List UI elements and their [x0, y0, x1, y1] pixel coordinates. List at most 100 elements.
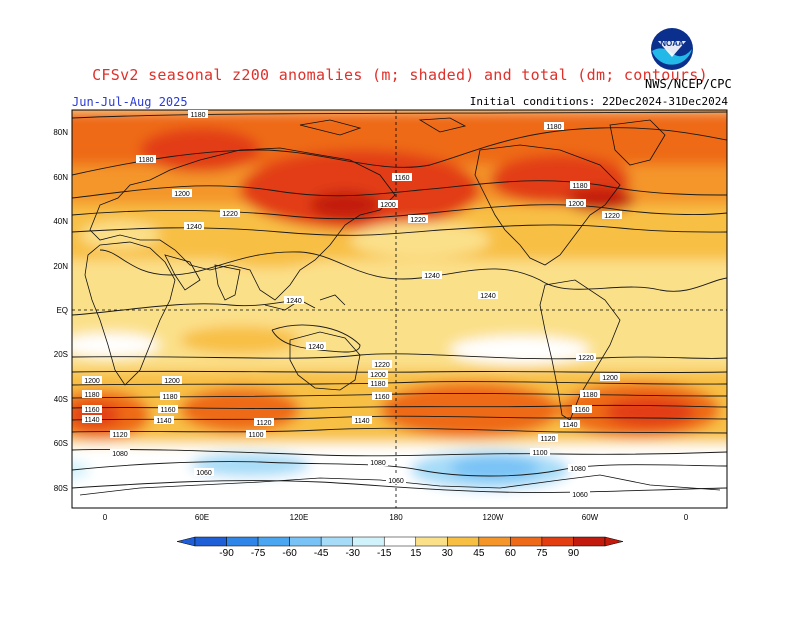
map-title: CFSv2 seasonal z200 anomalies (m; shaded…	[92, 66, 708, 84]
contour-label: 1200	[380, 202, 396, 209]
longitude-label: 0	[684, 513, 689, 522]
contour-label: 1240	[480, 293, 496, 300]
contour-label: 1160	[374, 394, 389, 401]
contour-label: 1200	[84, 378, 100, 385]
contour-label: 1200	[370, 372, 386, 379]
contour-label: 1180	[138, 157, 153, 164]
colorbar-segment	[257, 536, 290, 547]
colorbar-segment	[352, 536, 385, 547]
contour-label: 1200	[568, 201, 584, 208]
contour-label: 1160	[160, 407, 175, 414]
contour-label: 1220	[604, 213, 620, 220]
longitude-label: 0	[103, 513, 108, 522]
latitude-label: 60N	[53, 173, 68, 182]
contour-label: 1220	[374, 362, 390, 369]
longitude-label: 60W	[582, 513, 599, 522]
colorbar-arrow-right	[604, 536, 624, 547]
contour-label: 1140	[84, 417, 99, 424]
height-contours	[72, 111, 727, 493]
contour-label: 1240	[286, 298, 302, 305]
contour-label: 1200	[174, 191, 190, 198]
latitude-labels: 80N 60N 40N 20N EQ 20S 40S 60S 80S	[53, 128, 68, 493]
latitude-label: 80N	[53, 128, 68, 137]
contour-label: 1120	[540, 436, 555, 443]
colorbar-segment	[447, 536, 480, 547]
contour-label: 1220	[222, 211, 238, 218]
colorbar-arrow-left	[176, 536, 196, 547]
colorbar	[176, 536, 624, 547]
contour-label: 1200	[164, 378, 180, 385]
colorbar-segment	[383, 536, 417, 547]
colorbar-label: 60	[505, 548, 517, 559]
colorbar-label: 90	[568, 548, 580, 559]
colorbar-segment	[478, 536, 511, 547]
season-label: Jun-Jul-Aug 2025	[72, 95, 188, 109]
contour-label: 1160	[84, 407, 99, 414]
contour-label: 1180	[190, 112, 205, 119]
contour-label: 1100	[532, 450, 547, 457]
longitude-label: 120E	[290, 513, 309, 522]
colorbar-label: -75	[251, 548, 266, 559]
contour-label: 1160	[394, 175, 409, 182]
longitude-label: 180	[389, 513, 403, 522]
colorbar-segment	[194, 536, 227, 547]
contour-label: 1080	[570, 466, 586, 473]
colorbar-label: 15	[410, 548, 422, 559]
latitude-label: 40S	[54, 395, 68, 404]
longitude-labels: 0 60E 120E 180 120W 60W 0	[103, 513, 689, 522]
contour-label: 1100	[248, 432, 263, 439]
latitude-label: 20N	[53, 262, 68, 271]
logo-text: NOAA	[660, 39, 684, 48]
colorbar-label: -15	[377, 548, 392, 559]
contour-label: 1180	[162, 394, 177, 401]
contour-label: 1180	[546, 124, 561, 131]
map-frame	[71, 109, 728, 509]
latitude-label: EQ	[56, 306, 68, 315]
contour-label: 1200	[602, 375, 618, 382]
contour-label: 1140	[354, 418, 369, 425]
contour-label: 1140	[156, 418, 171, 425]
contour-label: 1240	[424, 273, 440, 280]
latitude-label: 40N	[53, 217, 68, 226]
colorbar-labels: -90 -75 -60 -45 -30 -15 15 30 45 60 75 90	[219, 548, 579, 559]
contour-label: 1160	[574, 407, 589, 414]
contour-label: 1180	[84, 392, 99, 399]
colorbar-segment	[415, 536, 448, 547]
contour-label: 1140	[562, 422, 577, 429]
anomaly-shading	[72, 110, 727, 508]
latitude-label: 20S	[54, 350, 68, 359]
colorbar-segment	[510, 536, 543, 547]
contour-label: 1220	[578, 355, 594, 362]
contour-label: 1060	[388, 478, 404, 485]
contour-labels: 1180 1180 1180 1200 1220 1240 1160 1200 …	[82, 110, 622, 499]
latitude-label: 80S	[54, 484, 68, 493]
contour-label: 1240	[186, 224, 202, 231]
colorbar-label: 75	[536, 548, 548, 559]
colorbar-segment	[289, 536, 322, 547]
contour-label: 1060	[196, 470, 212, 477]
latitude-label: 60S	[54, 439, 68, 448]
contour-label: 1180	[572, 183, 587, 190]
contour-label: 1120	[256, 420, 271, 427]
contour-label: 1180	[582, 392, 597, 399]
contour-label: 1060	[572, 492, 588, 499]
colorbar-label: -90	[219, 548, 234, 559]
longitude-label: 120W	[483, 513, 504, 522]
contour-label: 1220	[410, 217, 426, 224]
contour-label: 1180	[370, 381, 385, 388]
contour-label: 1080	[370, 460, 386, 467]
colorbar-segment	[541, 536, 574, 547]
colorbar-label: 30	[442, 548, 454, 559]
colorbar-label: -45	[314, 548, 329, 559]
colorbar-segment	[573, 536, 606, 547]
contour-label: 1120	[112, 432, 127, 439]
coastlines	[79, 117, 721, 496]
contour-label: 1080	[112, 451, 128, 458]
colorbar-label: -30	[345, 548, 360, 559]
colorbar-label: -60	[282, 548, 297, 559]
initial-conditions-label: Initial conditions: 22Dec2024-31Dec2024	[469, 95, 728, 108]
contour-label: 1240	[308, 344, 324, 351]
colorbar-segment	[226, 536, 259, 547]
colorbar-label: 45	[473, 548, 485, 559]
